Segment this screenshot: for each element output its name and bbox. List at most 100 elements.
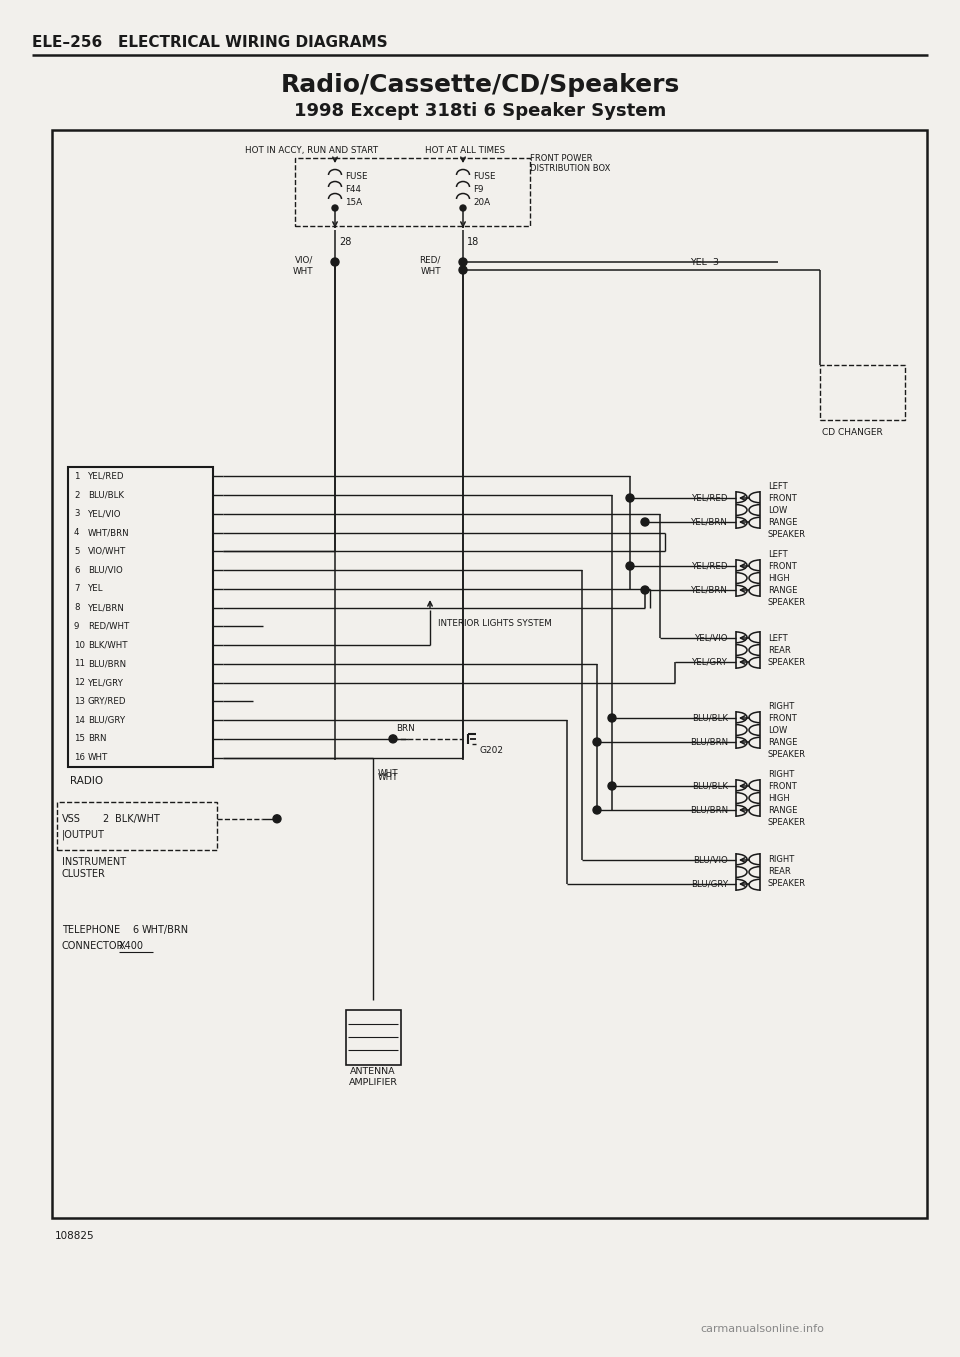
Text: RANGE: RANGE xyxy=(768,517,798,527)
Circle shape xyxy=(608,714,616,722)
Text: WHT: WHT xyxy=(88,753,108,763)
Text: YEL/VIO: YEL/VIO xyxy=(694,634,728,642)
Text: RANGE: RANGE xyxy=(768,806,798,814)
Circle shape xyxy=(641,518,649,527)
Text: 13: 13 xyxy=(74,697,85,706)
Text: LEFT: LEFT xyxy=(768,482,787,490)
Text: 12: 12 xyxy=(74,678,85,687)
Text: YEL/GRY: YEL/GRY xyxy=(88,678,124,687)
Text: BLU/BLK: BLU/BLK xyxy=(88,491,124,499)
Text: RED/: RED/ xyxy=(420,255,441,265)
Text: 1998 Except 318ti 6 Speaker System: 1998 Except 318ti 6 Speaker System xyxy=(294,102,666,119)
Text: SPEAKER: SPEAKER xyxy=(768,749,806,759)
Circle shape xyxy=(331,258,339,266)
Circle shape xyxy=(641,586,649,594)
Text: LEFT: LEFT xyxy=(768,550,787,559)
Text: 3: 3 xyxy=(74,509,80,518)
Text: HOT AT ALL TIMES: HOT AT ALL TIMES xyxy=(425,145,505,155)
Circle shape xyxy=(593,738,601,746)
Text: 4: 4 xyxy=(74,528,80,537)
Text: ANTENNA
AMPLIFIER: ANTENNA AMPLIFIER xyxy=(348,1068,397,1087)
Text: F9: F9 xyxy=(473,185,484,194)
Text: CD CHANGER: CD CHANGER xyxy=(822,427,883,437)
Text: 16: 16 xyxy=(74,753,85,763)
Text: FUSE: FUSE xyxy=(473,171,495,180)
Text: |OUTPUT: |OUTPUT xyxy=(62,829,105,840)
Text: LOW: LOW xyxy=(768,726,787,734)
Text: HIGH: HIGH xyxy=(768,794,790,802)
Text: YEL: YEL xyxy=(88,585,104,593)
Text: F44: F44 xyxy=(345,185,361,194)
Text: G202: G202 xyxy=(480,746,504,756)
Text: FRONT: FRONT xyxy=(768,562,797,570)
Text: REAR: REAR xyxy=(768,646,791,654)
Text: 14: 14 xyxy=(74,715,85,725)
Text: YEL/BRN: YEL/BRN xyxy=(691,517,728,527)
Text: SPEAKER: SPEAKER xyxy=(768,529,806,539)
Text: BLU/BRN: BLU/BRN xyxy=(690,806,728,814)
Text: RIGHT: RIGHT xyxy=(768,769,794,779)
Text: FRONT: FRONT xyxy=(768,714,797,722)
Bar xyxy=(820,365,905,421)
Text: HOT IN ACCY, RUN AND START: HOT IN ACCY, RUN AND START xyxy=(245,145,378,155)
Text: BLU/BRN: BLU/BRN xyxy=(690,737,728,746)
Text: YEL/BRN: YEL/BRN xyxy=(691,585,728,594)
Text: FRONT: FRONT xyxy=(768,782,797,791)
Text: 15A: 15A xyxy=(345,198,362,206)
Text: 18: 18 xyxy=(467,237,479,247)
Text: BLU/VIO: BLU/VIO xyxy=(693,855,728,864)
Text: LOW: LOW xyxy=(768,506,787,514)
Bar xyxy=(346,1010,401,1065)
Text: INSTRUMENT
CLUSTER: INSTRUMENT CLUSTER xyxy=(62,858,126,879)
Bar xyxy=(295,157,530,227)
Text: YEL/RED: YEL/RED xyxy=(691,562,728,570)
Text: X400: X400 xyxy=(119,940,144,951)
Text: RIGHT: RIGHT xyxy=(768,855,794,864)
Text: BLU/VIO: BLU/VIO xyxy=(88,566,123,574)
Text: TELEPHONE: TELEPHONE xyxy=(62,925,120,935)
Text: BLU/GRY: BLU/GRY xyxy=(88,715,125,725)
Text: 6: 6 xyxy=(74,566,80,574)
Circle shape xyxy=(608,782,616,790)
Circle shape xyxy=(593,806,601,814)
Text: ELE–256   ELECTRICAL WIRING DIAGRAMS: ELE–256 ELECTRICAL WIRING DIAGRAMS xyxy=(32,34,388,49)
Circle shape xyxy=(459,258,467,266)
Text: YEL  3: YEL 3 xyxy=(690,258,719,266)
Text: WHT/BRN: WHT/BRN xyxy=(88,528,130,537)
Text: RANGE: RANGE xyxy=(768,585,798,594)
Text: FRONT: FRONT xyxy=(768,494,797,502)
Text: VSS: VSS xyxy=(62,814,81,824)
Text: 5: 5 xyxy=(74,547,80,556)
Text: 11: 11 xyxy=(74,660,85,669)
Text: SPEAKER: SPEAKER xyxy=(768,879,806,889)
Circle shape xyxy=(460,205,466,210)
Text: 1: 1 xyxy=(74,472,80,480)
Text: carmanualsonline.info: carmanualsonline.info xyxy=(700,1324,824,1334)
Circle shape xyxy=(626,562,634,570)
Text: RANGE: RANGE xyxy=(768,737,798,746)
Text: 28: 28 xyxy=(339,237,351,247)
Text: YEL/RED: YEL/RED xyxy=(88,472,125,480)
Text: LEFT: LEFT xyxy=(768,634,787,642)
Text: BLU/BLK: BLU/BLK xyxy=(692,714,728,722)
Text: RADIO: RADIO xyxy=(70,776,103,786)
Text: BLU/BRN: BLU/BRN xyxy=(88,660,126,669)
Text: WHT: WHT xyxy=(378,768,398,778)
Text: RIGHT: RIGHT xyxy=(768,702,794,711)
Text: 2: 2 xyxy=(102,814,108,824)
Text: BRN: BRN xyxy=(396,725,415,733)
Text: 8: 8 xyxy=(74,603,80,612)
Text: WHT: WHT xyxy=(420,266,441,275)
Text: YEL/VIO: YEL/VIO xyxy=(88,509,122,518)
Text: BRN: BRN xyxy=(88,734,107,744)
Circle shape xyxy=(626,494,634,502)
Text: YEL/GRY: YEL/GRY xyxy=(692,658,728,666)
Text: WHT/BRN: WHT/BRN xyxy=(142,925,189,935)
Text: YEL/RED: YEL/RED xyxy=(691,494,728,502)
Text: RED/WHT: RED/WHT xyxy=(88,622,130,631)
Text: 7: 7 xyxy=(74,585,80,593)
Text: BLK/WHT: BLK/WHT xyxy=(115,814,159,824)
Text: WHT: WHT xyxy=(293,266,313,275)
Text: HIGH: HIGH xyxy=(768,574,790,582)
Text: BLU/GRY: BLU/GRY xyxy=(691,879,728,889)
